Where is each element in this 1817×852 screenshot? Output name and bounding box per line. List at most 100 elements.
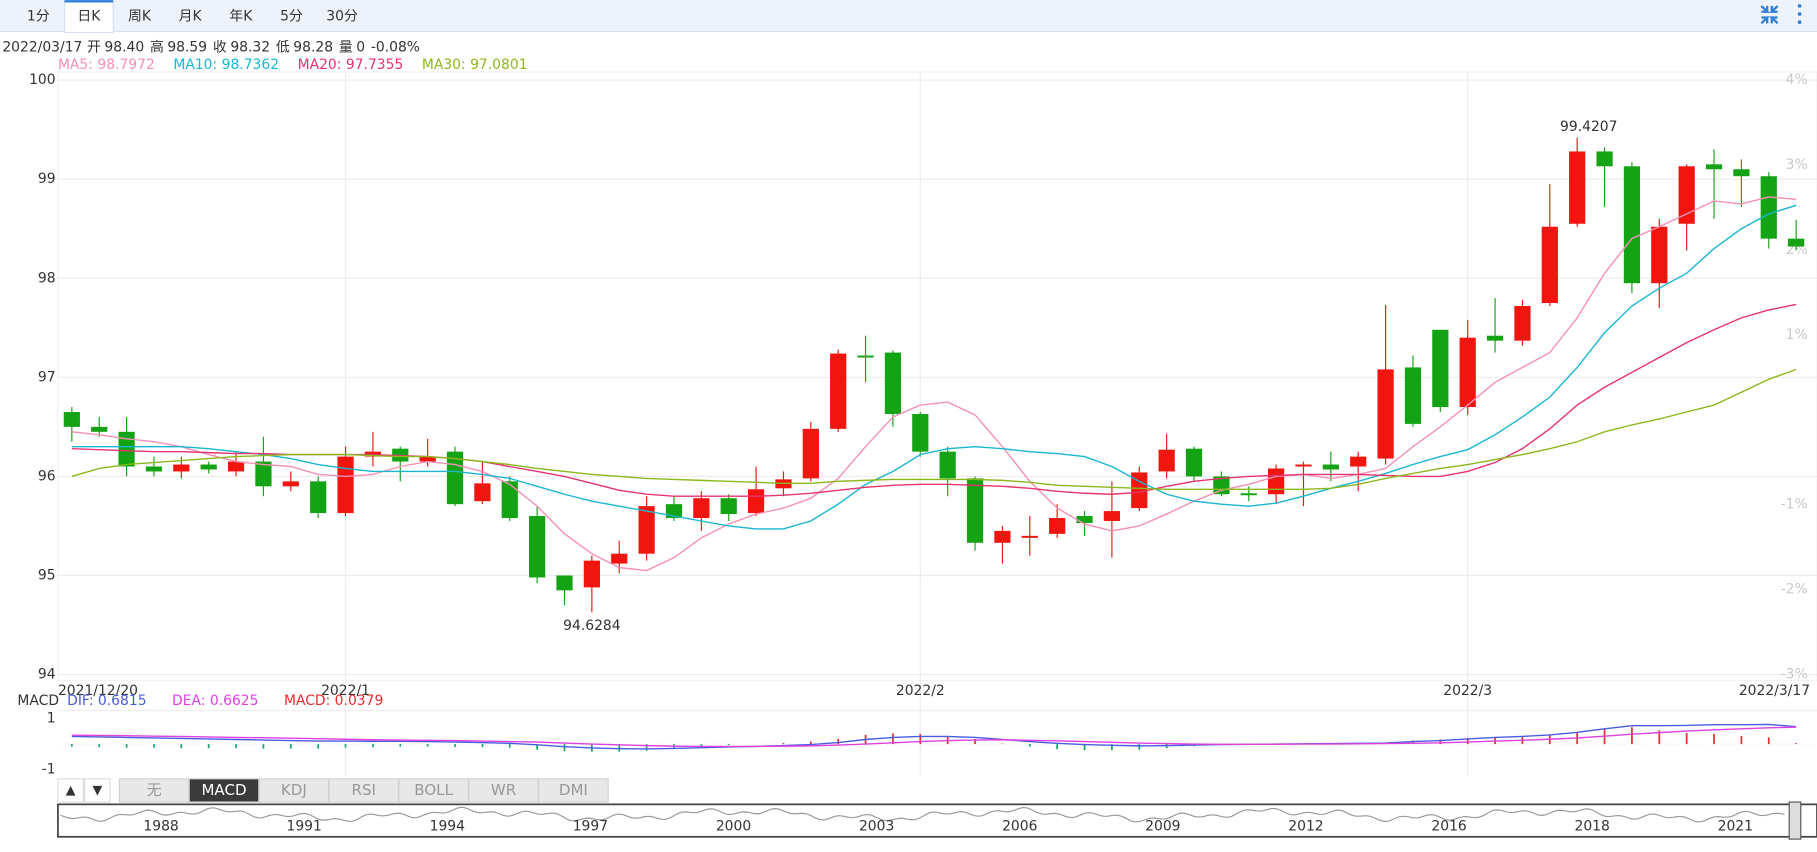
arrow-button[interactable]: ▲ (66, 783, 76, 798)
candle-body (1541, 226, 1558, 304)
y2-tick-label: -3% (1781, 667, 1808, 683)
candle-body (118, 431, 135, 467)
dot (1797, 12, 1802, 16)
legend-entry: MA10: 98.7362 (173, 57, 279, 73)
navigator-year: 2016 (1431, 818, 1466, 834)
macd-bar (289, 744, 292, 749)
candle-body (912, 413, 929, 452)
candle-body (173, 464, 190, 472)
indicator-tab[interactable]: 无 (147, 781, 162, 799)
indicator-tab[interactable]: MACD (201, 781, 246, 799)
candle-body (1049, 518, 1066, 534)
period-tab[interactable]: 1分 (27, 8, 50, 24)
candle-body (1350, 456, 1367, 467)
legend-entry: MACD: 0.0379 (284, 693, 383, 709)
macd-bar (809, 741, 812, 745)
macd-bar (1439, 739, 1442, 745)
navigator-year: 1997 (573, 818, 608, 834)
icon-part (1760, 16, 1770, 25)
y2-tick-label: -1% (1781, 497, 1808, 513)
macd-bar (974, 738, 976, 745)
candle-body (91, 426, 108, 432)
legend-entry: MA20: 97.7355 (298, 57, 404, 73)
y-tick-label: 96 (38, 468, 56, 484)
macd-bar (1412, 740, 1414, 745)
candle-body (1678, 166, 1695, 224)
arrow-button[interactable]: ▼ (92, 783, 102, 798)
candle-body (1432, 329, 1449, 408)
candle-body (310, 481, 327, 514)
ma-line (71, 368, 1797, 490)
indicator-tab[interactable]: DMI (559, 781, 588, 799)
candle-body (966, 478, 984, 543)
candle-body (1569, 151, 1586, 224)
candle-body (1076, 516, 1093, 523)
dot (1797, 4, 1802, 8)
y2-tick-label: -2% (1781, 582, 1808, 598)
macd-bar (1056, 744, 1059, 750)
macd-bar (1740, 735, 1743, 745)
quote-value: 0 (356, 40, 365, 56)
y-tick-label: 98 (38, 270, 56, 286)
quote-date: 2022/03/17 (2, 40, 82, 56)
candle-body (501, 481, 518, 519)
navigator-year: 2000 (716, 818, 751, 834)
candle-body (638, 506, 655, 554)
candle-body (1486, 335, 1504, 341)
quote-label: 开 (87, 40, 101, 56)
y-tick-label: 94 (38, 667, 56, 683)
panel-title: MACD (17, 693, 59, 709)
candle-body (884, 352, 902, 414)
navigator-line (60, 806, 1785, 823)
macd-bar (892, 733, 894, 745)
macd-bar (1001, 743, 1004, 745)
candle-body (1788, 238, 1805, 247)
candle-body (529, 516, 546, 578)
indicator-tab[interactable]: KDJ (281, 781, 307, 799)
candle-body (1596, 151, 1613, 167)
x-tick-label: 2022/3 (1443, 683, 1492, 699)
macd-bar (837, 738, 840, 745)
legend-entry: MA5: 98.7972 (58, 57, 155, 73)
period-tab[interactable]: 30分 (326, 8, 358, 24)
candle-body (1760, 176, 1777, 239)
y-tick-label: 100 (29, 72, 56, 88)
period-tab[interactable]: 月K (179, 8, 203, 24)
macd-bar (454, 744, 456, 748)
candle-body (1651, 226, 1668, 284)
navigator-year: 2006 (1002, 818, 1037, 834)
arrow-button-bg (57, 778, 85, 803)
quote-value: 98.40 (104, 40, 144, 56)
navigator-year: 2003 (859, 818, 894, 834)
ma-line (71, 204, 1797, 530)
period-tab[interactable]: 年K (229, 8, 253, 24)
indicator-tab[interactable]: WR (491, 781, 517, 799)
candle-body (747, 489, 765, 514)
indicator-tab-bg (538, 778, 609, 803)
icon-part (1769, 5, 1779, 13)
period-tab[interactable]: 周K (128, 8, 152, 24)
navigator-handle[interactable] (1788, 801, 1802, 840)
macd-bar (1111, 744, 1113, 751)
quote-label: 量 (339, 40, 353, 56)
quote-label: 收 (213, 40, 227, 56)
collapse-icon[interactable] (1760, 5, 1779, 25)
icon-part (1769, 16, 1779, 25)
high-label: 99.4207 (1560, 119, 1617, 135)
candle-body (939, 451, 956, 479)
candle-body (1268, 468, 1285, 495)
menu-icon[interactable] (1797, 4, 1802, 25)
candle-body (802, 428, 819, 479)
ma-line (71, 196, 1797, 572)
macd-bar (508, 744, 511, 748)
indicator-tab[interactable]: BOLL (414, 781, 453, 799)
period-tab[interactable]: 日K (77, 8, 101, 24)
macd-line (71, 726, 1797, 748)
navigator-year: 2009 (1145, 818, 1180, 834)
period-tab[interactable]: 5分 (280, 8, 303, 24)
quote-label: 低 (276, 40, 290, 56)
candle-body (994, 530, 1011, 543)
macd-bar (1466, 737, 1469, 745)
candle-body (693, 498, 710, 519)
indicator-tab[interactable]: RSI (352, 781, 376, 799)
